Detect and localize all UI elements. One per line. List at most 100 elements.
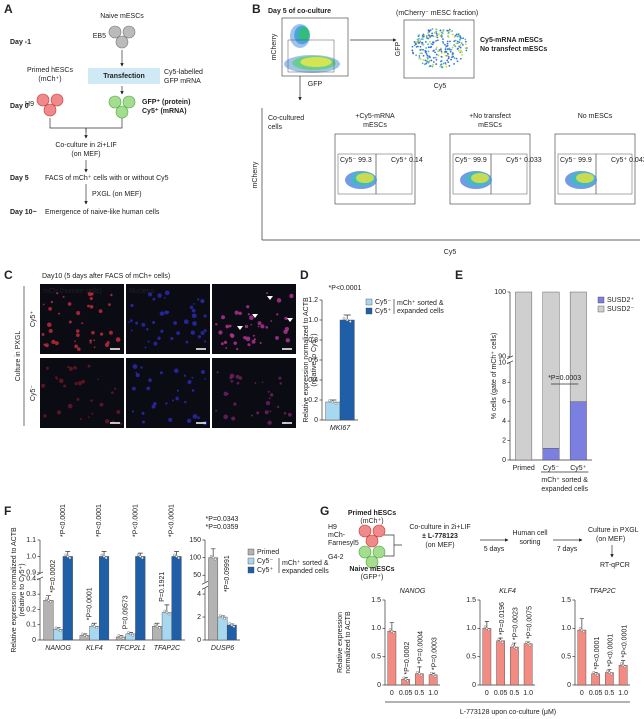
event xyxy=(413,41,416,43)
gate xyxy=(287,39,335,73)
cell-signal xyxy=(251,339,256,344)
event xyxy=(455,42,458,45)
event xyxy=(419,58,422,61)
event xyxy=(430,45,433,48)
event xyxy=(435,36,438,38)
cell-signal xyxy=(89,341,92,344)
event xyxy=(442,41,444,43)
y-tick-label: 0.5 xyxy=(371,654,381,661)
replicate-dot xyxy=(173,553,176,557)
event xyxy=(416,38,419,41)
bar xyxy=(515,291,533,461)
cell-signal xyxy=(266,292,269,295)
cell-signal xyxy=(247,343,251,347)
y-tick-label: 1.0 xyxy=(308,317,318,324)
event xyxy=(432,35,435,38)
cell-signal xyxy=(264,410,269,415)
cell-signal xyxy=(283,412,287,415)
cell-signal xyxy=(200,370,205,374)
axis-break xyxy=(201,580,209,585)
event xyxy=(444,62,447,64)
sample-label: +Cy5-mRNA xyxy=(355,113,395,120)
gate-label: Cy5⁻ 99.9 xyxy=(560,157,592,164)
event xyxy=(444,63,447,66)
plot-frame xyxy=(449,133,531,205)
y-tick-label: 0.9 xyxy=(26,570,36,577)
cloud xyxy=(300,56,332,68)
event xyxy=(448,64,451,67)
event xyxy=(453,40,456,43)
event xyxy=(453,36,456,39)
cell-signal xyxy=(203,340,207,343)
cell-signal xyxy=(51,339,56,345)
replicate-dot xyxy=(620,662,623,665)
cell-signal xyxy=(197,335,202,339)
cell xyxy=(115,105,129,119)
axis-label: Cy5 xyxy=(444,249,457,256)
replicate-dot xyxy=(392,631,395,634)
bar xyxy=(618,664,628,686)
note-label: expanded cells xyxy=(397,308,444,315)
error-bar xyxy=(210,548,216,558)
event xyxy=(446,59,449,62)
replicate-dot xyxy=(501,641,504,644)
event xyxy=(460,42,463,45)
event xyxy=(435,30,438,33)
cell-signal xyxy=(148,378,152,383)
bar xyxy=(89,626,100,641)
event xyxy=(435,46,438,49)
legend-label: Cy5-mRNA mESCs xyxy=(480,37,543,44)
axis-label: mCherry xyxy=(252,161,259,188)
plot-frame xyxy=(334,133,416,205)
event xyxy=(440,52,443,54)
y-tick-label: 0.5 xyxy=(466,654,476,661)
p-value: *P=0.0002 xyxy=(50,560,57,593)
event xyxy=(439,35,442,37)
primed-label: (mCh⁺) xyxy=(360,518,383,525)
step-label: PXGL (on MEF) xyxy=(92,191,142,198)
cell-signal xyxy=(130,303,134,308)
replicate-dot xyxy=(58,629,62,633)
replicate-dot xyxy=(49,600,52,604)
event xyxy=(451,46,454,49)
cell-signal xyxy=(63,384,67,388)
cell-signal xyxy=(204,378,206,380)
p-value: *P=0.0343 xyxy=(206,516,239,523)
cell-signal xyxy=(238,311,242,316)
event xyxy=(412,51,414,54)
row-label: cells xyxy=(268,124,283,131)
axis-label: Cy5 xyxy=(434,83,447,90)
event xyxy=(442,62,445,65)
replicate-dot xyxy=(606,669,609,673)
replicate-dot xyxy=(608,671,611,674)
note-label: mCh⁺ sorted & xyxy=(541,477,588,484)
x-tick-label: 0 xyxy=(580,690,584,697)
bar xyxy=(217,616,228,641)
coculture-label: Co-culture in 2i+LIF xyxy=(55,142,116,149)
cell-signal xyxy=(74,344,79,349)
cell xyxy=(372,524,386,538)
y-tick-label: 8 xyxy=(502,379,506,386)
note-label: mCh⁺ sorted & xyxy=(397,300,444,307)
y-tick-label: 100 xyxy=(494,289,506,296)
axis-break xyxy=(506,360,514,365)
event xyxy=(413,44,416,47)
p-value: *P=0.0359 xyxy=(206,524,239,531)
cell-signal xyxy=(233,402,237,406)
event xyxy=(422,35,425,38)
cell-signal xyxy=(191,389,195,392)
event xyxy=(444,47,447,50)
event xyxy=(425,62,428,65)
chart-title: TFAP2C xyxy=(589,588,616,595)
event xyxy=(421,41,424,44)
y-tick-label: 2 xyxy=(197,614,201,621)
event xyxy=(435,58,438,61)
cell-signal xyxy=(48,307,52,311)
y-tick-label: 0 xyxy=(32,637,36,644)
event xyxy=(455,57,458,60)
x-tick-label: 1.0 xyxy=(523,690,533,697)
p-value: *P=0.0075 xyxy=(526,606,533,639)
cell-signal xyxy=(233,341,237,345)
event xyxy=(411,45,414,48)
legend-swatch xyxy=(597,305,605,313)
